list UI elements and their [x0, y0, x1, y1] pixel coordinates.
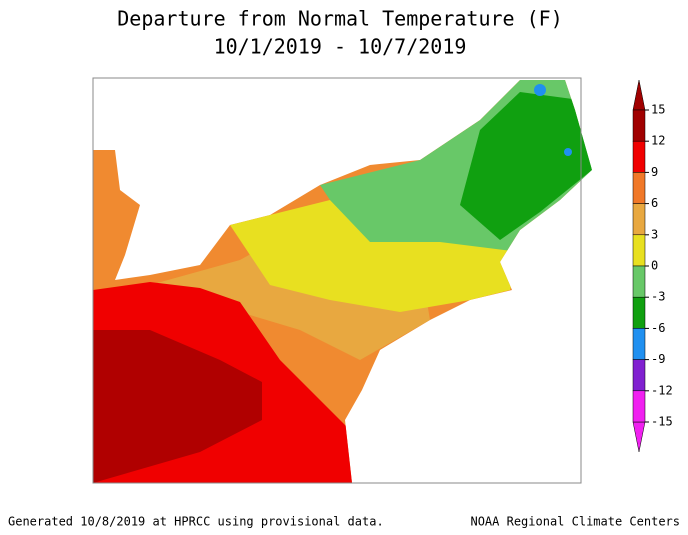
colorbar-tick-label: 6: [651, 196, 658, 210]
colorbar-bin: [632, 328, 646, 360]
colorbar-bin: [632, 359, 646, 392]
colorbar-tick-label: -9: [651, 352, 665, 366]
footer-left: Generated 10/8/2019 at HPRCC using provi…: [8, 515, 384, 529]
map-fill: [93, 80, 592, 483]
colorbar-arrow-bottom: [632, 421, 646, 453]
colorbar-bin: [632, 140, 646, 173]
colorbar-tick-label: -6: [651, 321, 665, 335]
colorbar-tick-label: -15: [651, 415, 673, 429]
colorbar-tick-label: -3: [651, 290, 665, 304]
colorbar-bin: [632, 296, 646, 329]
map-frame: [92, 77, 582, 484]
colorbar: 15 12 9 6 3 0 -3 -6 -9 -12 -15: [632, 79, 673, 453]
colorbar-bin: [632, 390, 646, 423]
colorbar-tick-label: 12: [651, 134, 665, 148]
colorbar-tick-label: 0: [651, 259, 658, 273]
colorbar-bin: [632, 109, 646, 142]
colorbar-tick-label: 15: [651, 103, 665, 117]
colorbar-bin: [632, 234, 646, 267]
footer-right: NOAA Regional Climate Centers: [470, 515, 680, 529]
colorbar-bin: [632, 172, 646, 204]
colorbar-bin: [632, 203, 646, 236]
colorbar-arrow-top: [632, 79, 646, 111]
colorbar-tick-label: -12: [651, 383, 673, 397]
colorbar-bin: [632, 265, 646, 298]
title: Departure from Normal Temperature (F): [117, 7, 563, 31]
subtitle: 10/1/2019 - 10/7/2019: [214, 35, 467, 59]
colorbar-tick-label: 3: [651, 227, 658, 241]
colorbar-tick-label: 9: [651, 165, 658, 179]
